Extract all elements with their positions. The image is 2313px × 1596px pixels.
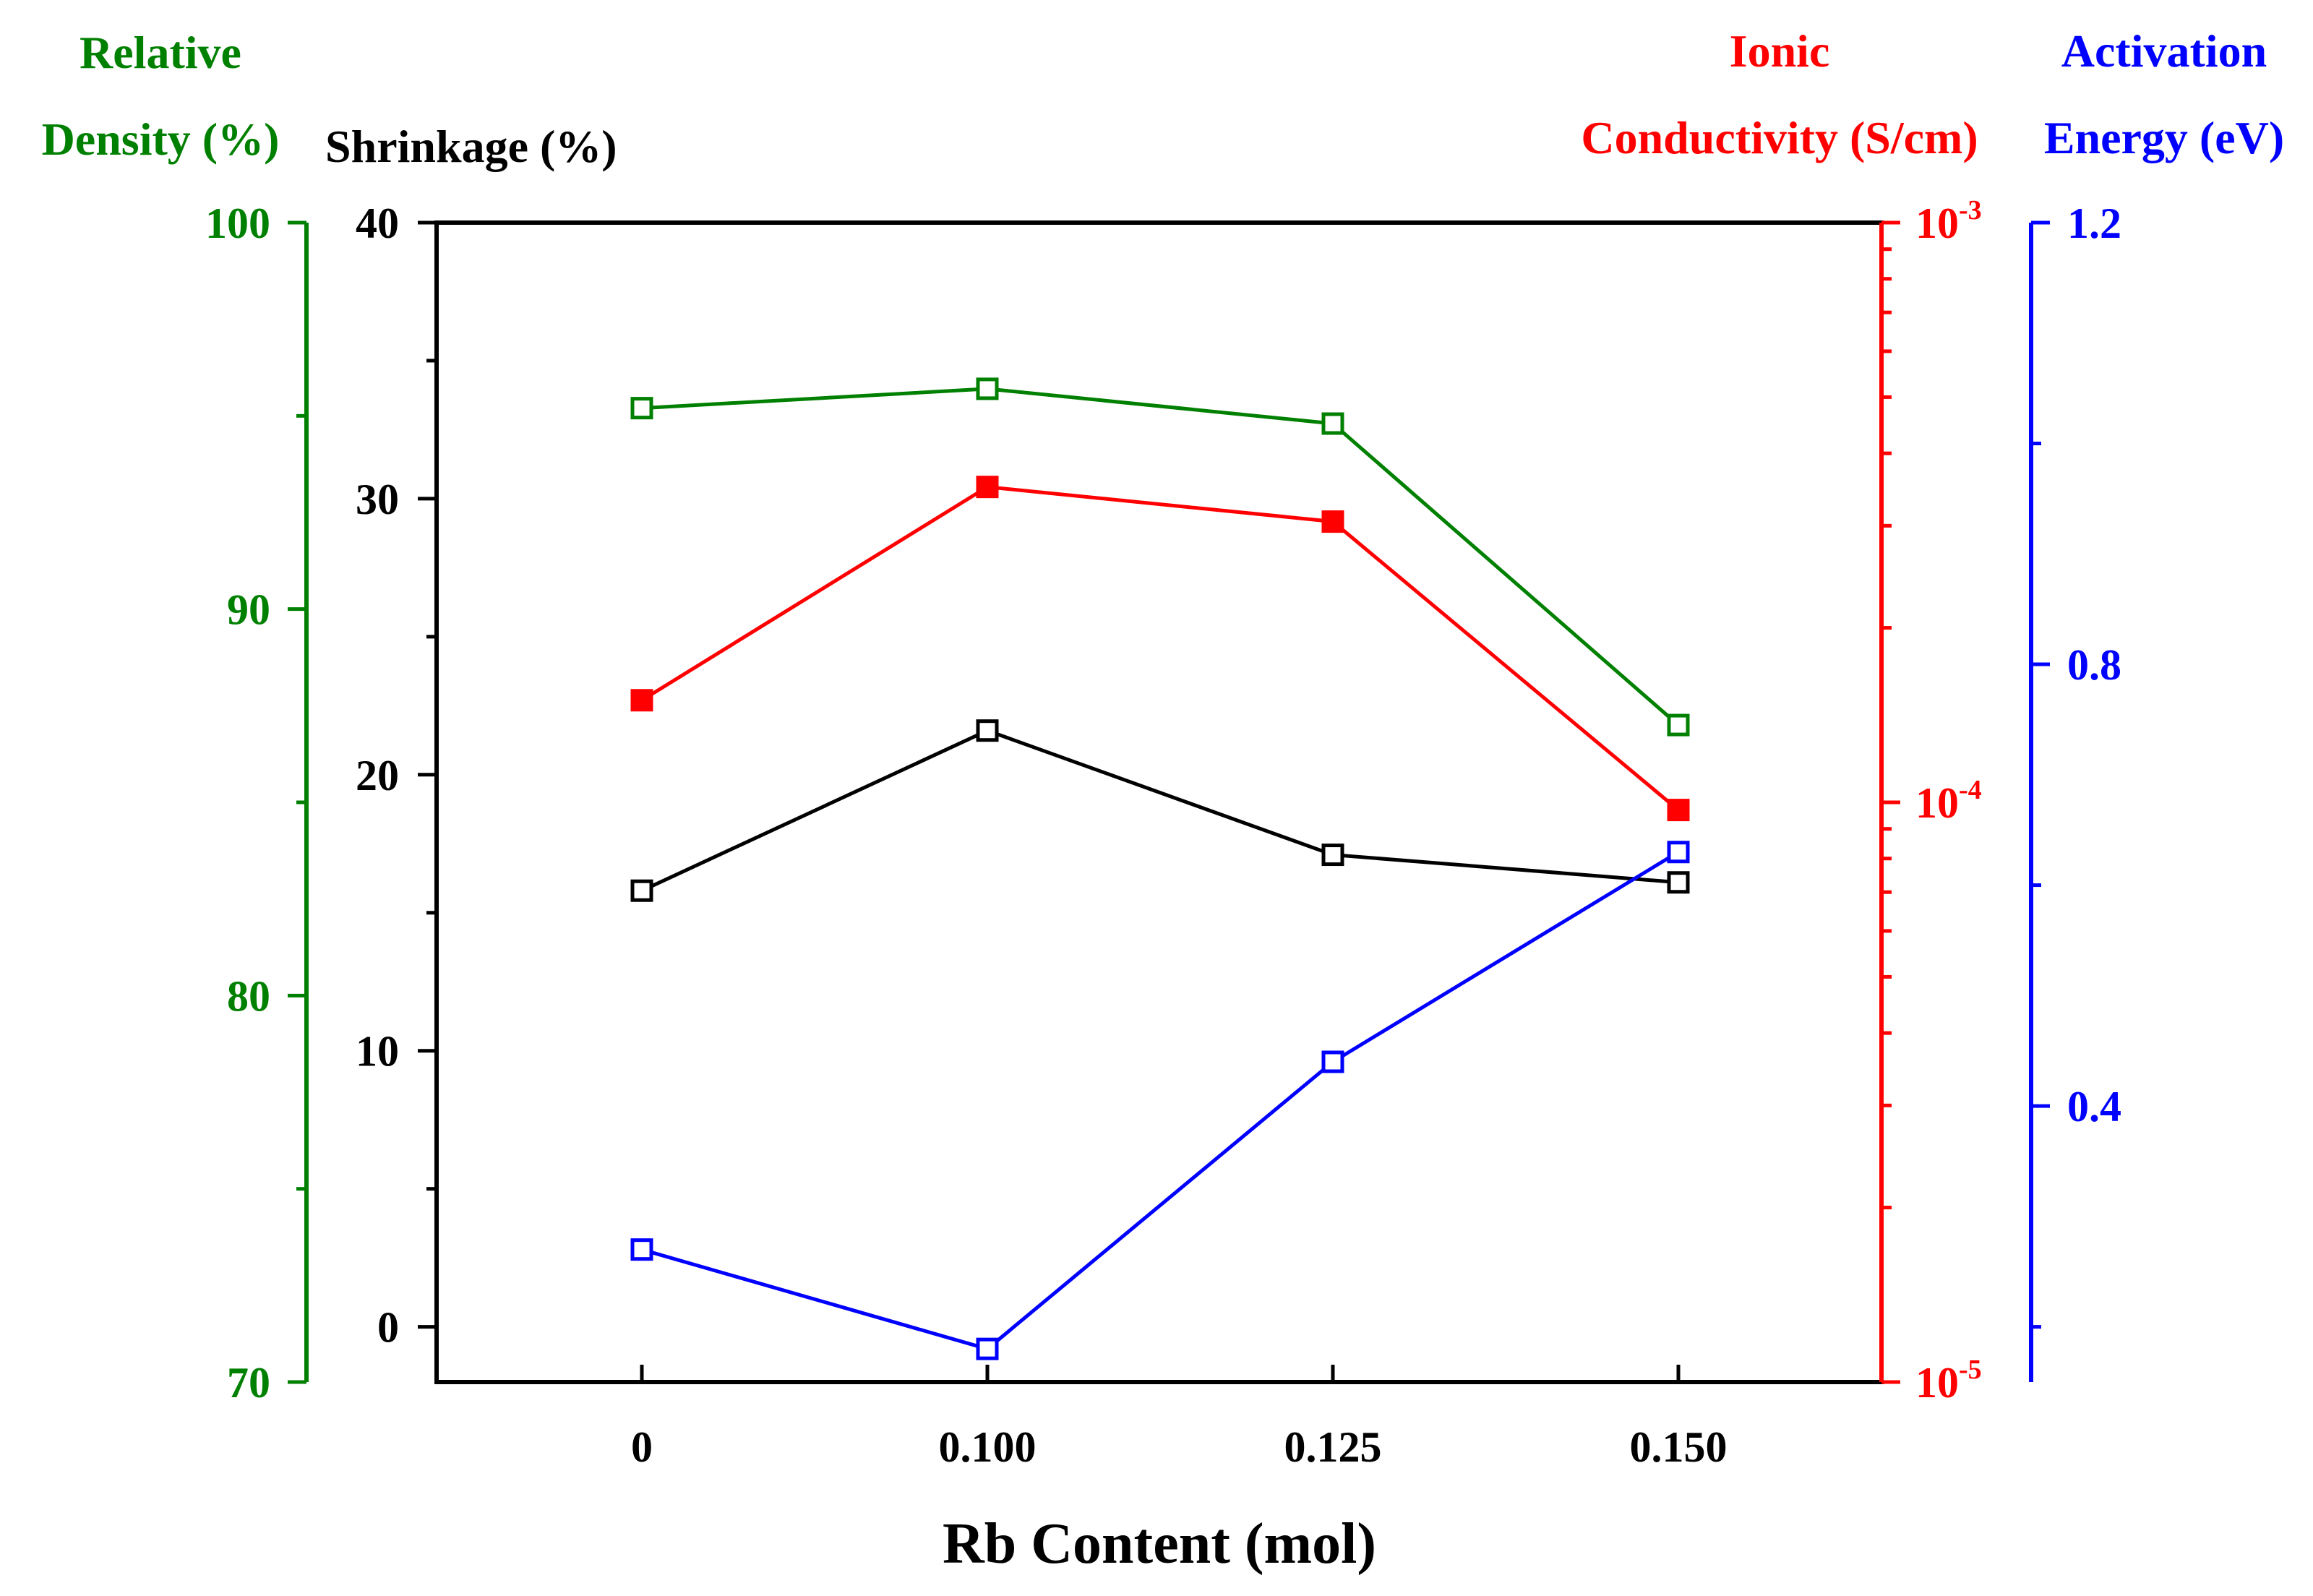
- shrinkage-tick-label: 40: [356, 200, 399, 247]
- data-point-relative-density: [976, 377, 999, 400]
- x-axis-title: Rb Content (mol): [943, 1512, 1376, 1576]
- data-point-activation-energy: [976, 1337, 999, 1360]
- shrinkage-tick-label: 20: [356, 752, 399, 799]
- x-tick-label: 0.125: [1284, 1423, 1382, 1471]
- data-point-shrinkage: [1667, 871, 1690, 894]
- ionic-conductivity-tick-label: 10-3: [1915, 195, 1982, 247]
- data-point-shrinkage: [976, 719, 999, 742]
- relative-density-tick-label: 80: [227, 972, 270, 1020]
- data-point-activation-energy: [1667, 841, 1690, 864]
- data-point-activation-energy: [1321, 1050, 1344, 1073]
- shrinkage-tick-label: 30: [356, 476, 399, 523]
- axes-layer: 0 0.100 0.125 0.15040302010010090807010-310…: [205, 195, 2121, 1471]
- series-line-activation-energy: [641, 850, 1680, 1351]
- x-tick-label: 0: [631, 1423, 653, 1471]
- relative-density-tick-label: 100: [205, 200, 270, 247]
- relative-density-tick-label: 70: [227, 1359, 270, 1407]
- data-point-ionic-conductivity: [1667, 799, 1690, 822]
- data-point-relative-density: [630, 397, 653, 420]
- x-tick-label: 0.100: [939, 1423, 1037, 1471]
- series-line-relative-density: [641, 387, 1680, 726]
- x-tick-label: 0.150: [1630, 1423, 1728, 1471]
- shrinkage-tick-label: 0: [377, 1304, 399, 1352]
- ionic-conductivity-tick-label: 10-4: [1915, 775, 1982, 827]
- shrinkage-tick-label: 10: [356, 1028, 399, 1076]
- series-layer: [630, 377, 1690, 1360]
- data-point-relative-density: [1321, 412, 1344, 435]
- data-point-activation-energy: [630, 1238, 653, 1261]
- data-point-shrinkage: [630, 879, 653, 902]
- ionic-conductivity-tick-label: 10-5: [1915, 1355, 1982, 1407]
- relative-density-title-line1: Relative: [80, 27, 241, 78]
- shrinkage-title: Shrinkage (%): [325, 121, 617, 172]
- data-point-ionic-conductivity: [976, 476, 999, 499]
- data-point-relative-density: [1667, 713, 1690, 737]
- activation-energy-tick-label: 0.4: [2067, 1083, 2121, 1130]
- data-point-ionic-conductivity: [630, 689, 653, 712]
- series-line-ionic-conductivity: [640, 485, 1680, 812]
- activation-energy-title-line2: Energy (eV): [2044, 112, 2284, 163]
- data-point-ionic-conductivity: [1321, 510, 1344, 533]
- series-line-shrinkage: [640, 729, 1679, 893]
- activation-energy-title-line1: Activation: [2061, 25, 2267, 77]
- activation-energy-tick-label: 0.8: [2067, 641, 2121, 689]
- relative-density-tick-label: 90: [227, 586, 270, 634]
- relative-density-title-line2: Density (%): [42, 113, 280, 165]
- ionic-conductivity-title-line1: Ionic: [1730, 25, 1830, 77]
- data-point-shrinkage: [1321, 844, 1344, 867]
- activation-energy-tick-label: 1.2: [2067, 200, 2121, 247]
- ionic-conductivity-title-line2: Conductivity (S/cm): [1581, 112, 1978, 163]
